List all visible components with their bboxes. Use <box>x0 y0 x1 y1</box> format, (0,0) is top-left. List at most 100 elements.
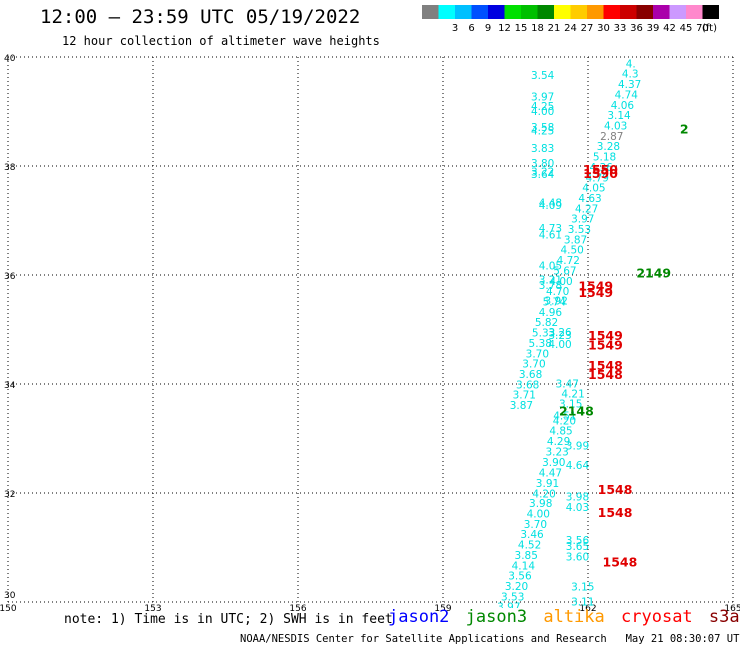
wave-height-value: 4.47 <box>539 468 562 480</box>
scale-swatch <box>636 5 653 19</box>
wave-height-value: 4.03 <box>566 502 589 514</box>
pass-number-label: 1590 <box>583 166 618 181</box>
wave-height-value: 3.98 <box>529 498 552 510</box>
wave-height-value: 4.20 <box>553 415 576 427</box>
wave-height-value: 3.26 <box>548 327 572 339</box>
x-tick-label: 162 <box>579 604 596 614</box>
scale-swatch <box>422 5 439 19</box>
scale-label: 24 <box>564 23 577 34</box>
legend-jason3: jason3 <box>465 607 528 627</box>
wave-height-value: 4.36 <box>589 162 613 174</box>
scale-unit: (ft) <box>702 23 717 34</box>
satellite-legend: jason2 jason3 altika cryosat s3a <box>388 607 740 627</box>
wave-height-value: 4.25 <box>531 101 554 113</box>
wave-height-value: 4.00 <box>548 339 571 351</box>
wave-height-value: 3.21 <box>539 275 562 287</box>
pass-number-label: 1549 <box>588 328 623 343</box>
wave-height-value: 3.80 <box>531 158 554 170</box>
scale-swatch <box>603 5 620 19</box>
wave-height-value: 4.51 <box>553 410 576 422</box>
x-tick-label: 165 <box>724 604 740 614</box>
wave-height-value: 4.74 <box>615 89 639 101</box>
pass-number-label: 1549 <box>588 338 623 353</box>
wave-height-value: 3.99 <box>566 440 589 452</box>
wave-height-value: 3.14 <box>607 110 631 122</box>
note-text: note: 1) Time is in UTC; 2) SWH is in fe… <box>64 612 393 627</box>
wave-height-value: 3.71 <box>513 390 536 402</box>
scale-swatch <box>438 5 455 19</box>
wave-height-value: 3.85 <box>515 550 538 562</box>
wave-height-value: 3.23 <box>548 330 571 342</box>
chart-title: 12:00 — 23:59 UTC 05/19/2022 <box>40 6 361 28</box>
scale-swatch <box>504 5 521 19</box>
pass-number-label: 1549 <box>578 278 613 293</box>
wave-height-value: 3.87 <box>510 400 533 412</box>
wave-height-value: 3.68 <box>516 379 539 391</box>
x-tick-label: 156 <box>289 604 306 614</box>
pass-number-label: 1548 <box>598 505 633 520</box>
chart-subtitle: 12 hour collection of altimeter wave hei… <box>62 34 380 48</box>
wave-height-value: 3.78 <box>539 280 562 292</box>
wave-height-value: 3.97 <box>497 602 520 614</box>
wave-height-value: 3.53 <box>501 591 524 603</box>
y-tick-label: 38 <box>4 163 16 173</box>
scale-label: 9 <box>485 23 491 34</box>
x-tick-label: 150 <box>0 604 17 614</box>
wave-height-value: 4.05 <box>539 261 562 273</box>
wave-height-value: 5.82 <box>535 317 558 329</box>
x-tick-label: 153 <box>144 604 161 614</box>
scale-swatch <box>587 5 604 19</box>
wave-height-value: 4.37 <box>618 79 641 91</box>
wave-height-value: 3.70 <box>524 519 547 531</box>
wave-height-value: 4.27 <box>575 203 598 215</box>
scale-swatch <box>488 5 505 19</box>
scale-label: 39 <box>647 23 660 34</box>
legend-s3a: s3a <box>708 607 740 627</box>
wave-height-value: 3.15 <box>571 582 594 594</box>
wave-height-value: 3.47 <box>556 378 579 390</box>
legend-jason2: jason2 <box>388 607 450 627</box>
wave-height-value: 4.25 <box>531 125 554 137</box>
scale-swatch <box>455 5 472 19</box>
scale-label: 3 <box>452 23 458 34</box>
y-tick-label: 34 <box>4 381 16 391</box>
legend-cryosat: cryosat <box>621 607 693 627</box>
wave-height-value: 3.70 <box>522 359 545 371</box>
wave-height-value: 4.52 <box>518 540 541 552</box>
wave-height-value: 3.60 <box>566 552 589 564</box>
scale-label: 42 <box>663 23 676 34</box>
scale-swatch <box>554 5 571 19</box>
footer-credit: NOAA/NESDIS Center for Satellite Applica… <box>240 633 740 645</box>
y-tick-label: 40 <box>4 54 16 64</box>
scale-label: 70 <box>696 23 709 34</box>
wave-height-value: 4.29 <box>547 436 570 448</box>
wave-height-value: 4.06 <box>611 100 635 112</box>
wave-height-value: 4.61 <box>539 229 562 241</box>
scale-label: 12 <box>498 23 511 34</box>
wave-height-value: 4.05 <box>582 183 605 195</box>
wave-height-value: 3.28 <box>597 141 620 153</box>
wave-height-value: 3.97 <box>571 214 594 226</box>
wave-height-value: 3.92 <box>545 295 568 307</box>
wave-height-value: 3.83 <box>531 143 554 155</box>
wave-height-value: 4. <box>626 58 636 70</box>
wave-height-value: 5.38 <box>529 338 552 350</box>
wave-height-value: 5.67 <box>553 265 576 277</box>
wave-height-value: 4.63 <box>578 193 601 205</box>
scale-swatch <box>669 5 686 19</box>
scale-swatch <box>537 5 554 19</box>
wave-height-value: 4.64 <box>566 460 590 472</box>
pass-number-label: 2 <box>680 121 689 136</box>
scale-label: 33 <box>614 23 627 34</box>
wave-height-value: 3.58 <box>531 122 554 134</box>
wave-height-value: 4.73 <box>539 223 562 235</box>
scale-label: 27 <box>581 23 594 34</box>
pass-number-label: 1550 <box>583 162 618 177</box>
wave-height-value: 3.91 <box>536 478 559 490</box>
pass-number-label: 1547 <box>607 646 642 650</box>
wave-height-value: 3.97 <box>531 92 554 104</box>
pass-number-label: 2148 <box>559 404 594 419</box>
wave-height-value: 4.21 <box>561 389 584 401</box>
wave-height-value: 3.90 <box>542 457 565 469</box>
